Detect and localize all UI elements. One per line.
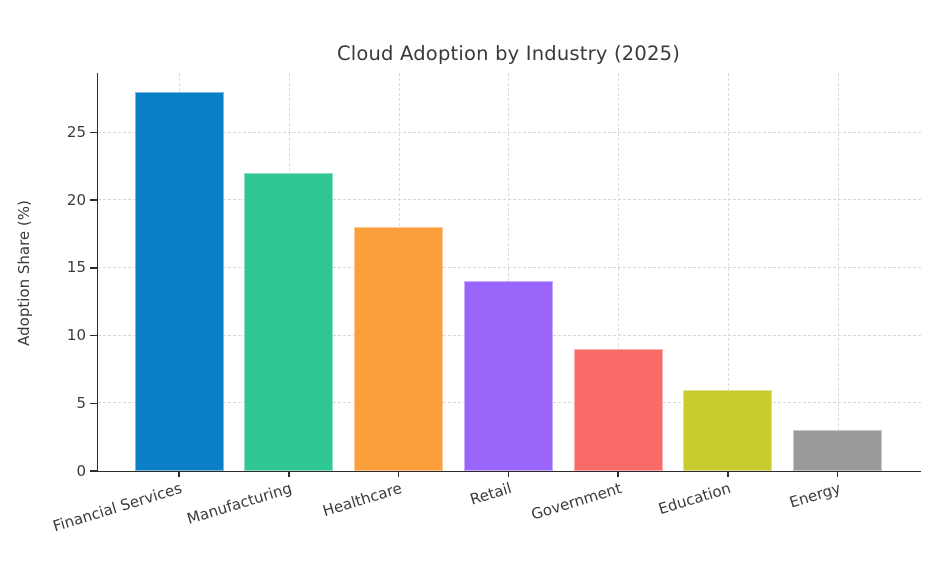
x-tick-label-financial-services: Financial Services [51,479,185,536]
chart-title: Cloud Adoption by Industry (2025) [336,42,681,65]
bar-government [573,349,663,471]
x-tick-label-manufacturing: Manufacturing [185,479,295,528]
bar-education [683,389,773,471]
y-tick-label-20: 20 [66,190,86,209]
y-tick-label-0: 0 [76,461,86,480]
x-tick-mark [397,471,400,477]
bar-financial-services [134,91,224,471]
x-tick-label-healthcare: Healthcare [320,479,404,521]
bar-healthcare [354,227,444,471]
y-axis-label: Adoption Share (%) [15,200,33,346]
x-tick-mark [178,471,180,477]
y-tick-mark [90,131,97,134]
gridline-h-15 [98,266,921,268]
y-tick-label-5: 5 [76,393,86,412]
bar-manufacturing [244,173,334,471]
x-tick-mark [727,471,729,477]
x-tick-mark [836,471,839,477]
bar-energy [793,430,883,471]
y-tick-label-10: 10 [66,326,86,345]
y-tick-mark [90,470,97,472]
y-tick-label-15: 15 [66,258,86,277]
gridline-v-education [727,73,729,471]
gridline-v-government [618,73,620,471]
x-tick-mark [507,471,510,477]
gridline-v-retail [508,73,510,471]
y-tick-mark [90,402,97,405]
x-tick-mark [617,471,619,477]
y-tick-mark [90,334,97,337]
y-tick-mark [90,267,97,269]
gridline-v-energy [837,73,839,471]
gridline-h-20 [98,199,921,201]
gridline-h-25 [98,131,921,133]
x-tick-mark [288,471,290,477]
y-tick-mark [90,199,97,202]
x-tick-label-retail: Retail [467,479,514,509]
x-tick-label-education: Education [656,479,734,519]
x-tick-label-energy: Energy [787,479,843,512]
x-tick-label-government: Government [528,479,624,524]
y-tick-label-25: 25 [66,123,86,142]
bar-retail [463,281,553,471]
plot-area: 0 5 10 15 20 25 Financial Services Manufacturin… [51,73,921,535]
